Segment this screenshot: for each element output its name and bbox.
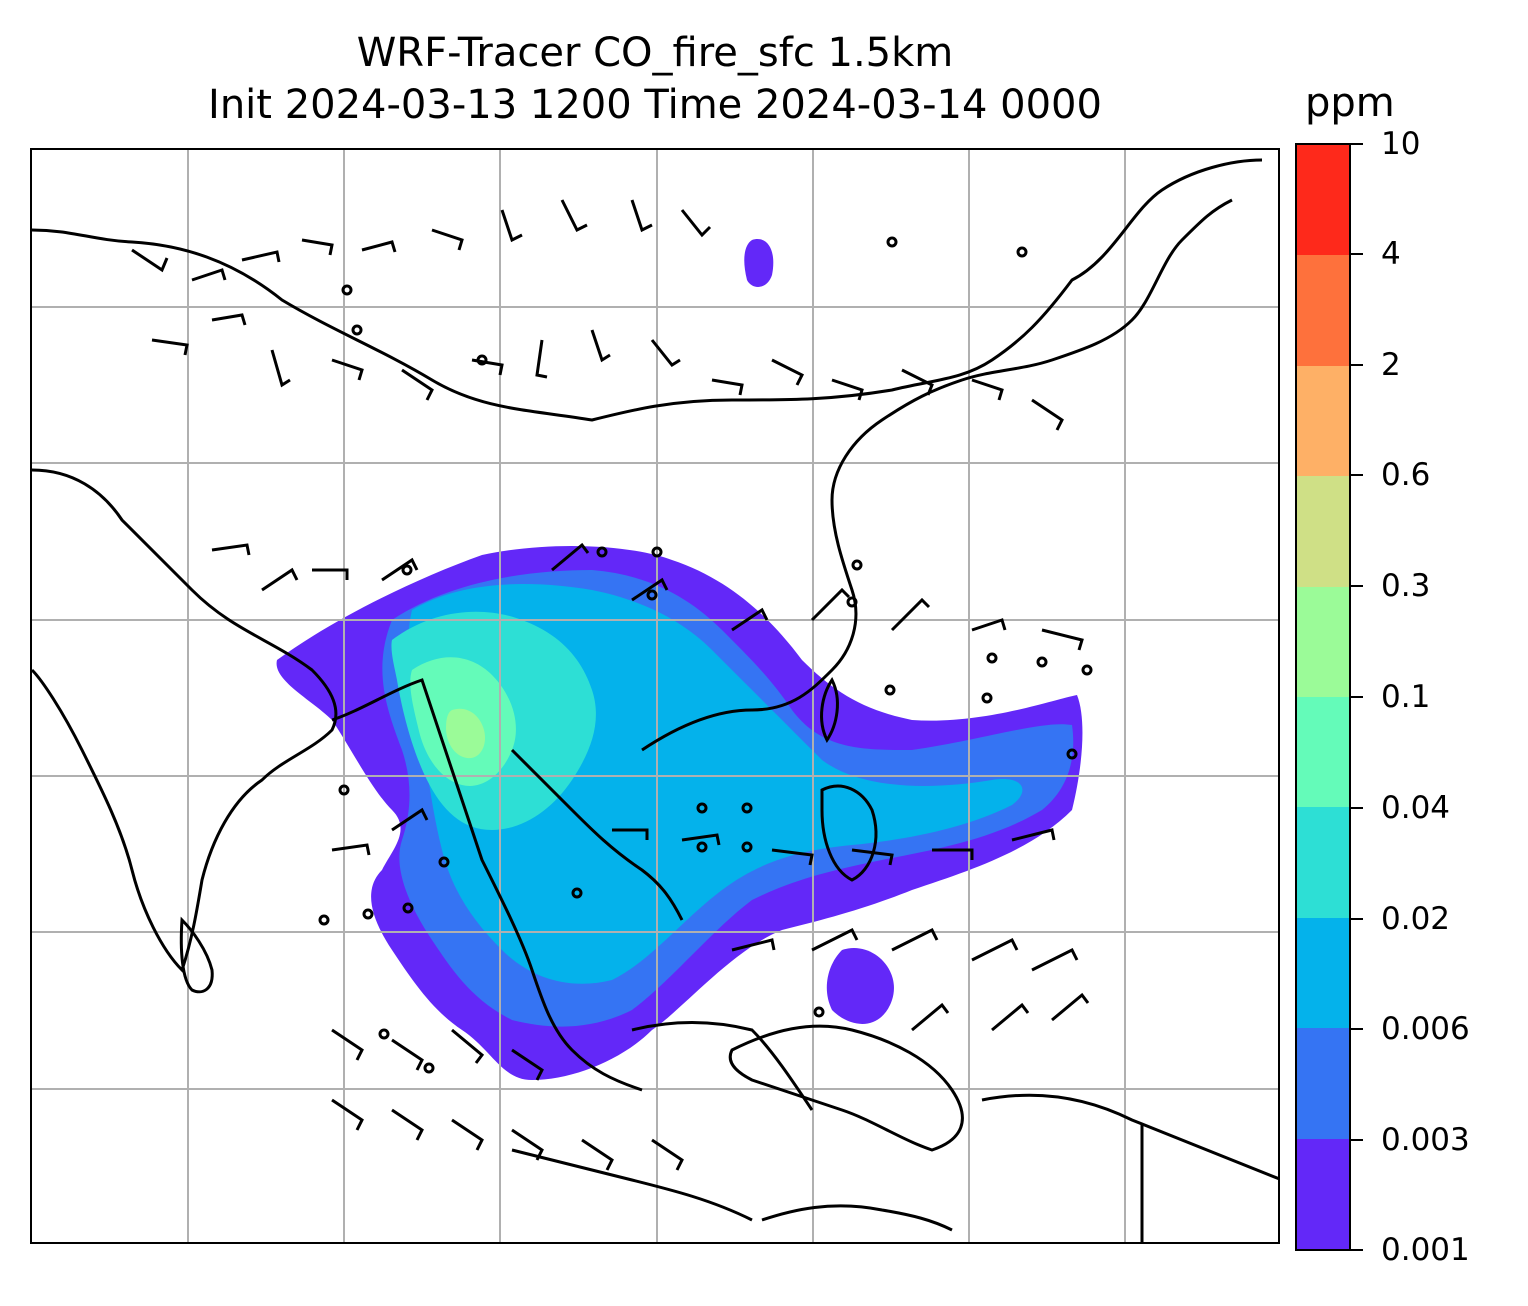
map-title-line-1: WRF-Tracer CO_fire_sfc 1.5km <box>356 30 954 76</box>
colorbar-tick-label: 0.02 <box>1381 900 1451 937</box>
colorbar-tick-label: 0.003 <box>1381 1122 1470 1159</box>
wind-barbs <box>131 199 1093 1171</box>
map-canvas <box>32 150 1278 1242</box>
colorbar-segment <box>1297 255 1349 366</box>
colorbar-tick-label: 2 <box>1381 346 1401 383</box>
colorbar-tick-label: 4 <box>1381 235 1401 272</box>
coastlines <box>32 158 1278 1242</box>
colorbar-tick-mark <box>1351 696 1363 698</box>
colorbar-segment <box>1297 917 1349 1029</box>
colorbar-tick-mark <box>1351 1139 1363 1142</box>
colorbar-segment <box>1297 365 1349 477</box>
colorbar-tick-label: 10 <box>1381 126 1421 162</box>
colorbar-tick-label: 0.006 <box>1381 1011 1470 1048</box>
colorbar-tick-mark <box>1351 585 1363 588</box>
graticule <box>32 150 1278 1242</box>
colorbar-segment <box>1297 807 1349 918</box>
colorbar-tick-label: 0.3 <box>1381 568 1431 605</box>
colorbar-tick-label: 0.001 <box>1381 1232 1470 1268</box>
colorbar-tick-mark <box>1351 363 1363 366</box>
colorbar-tick-mark <box>1351 1249 1363 1251</box>
colorbar-tick-mark <box>1351 252 1363 255</box>
map-panel <box>30 148 1280 1244</box>
colorbar-tick-label: 0.1 <box>1381 679 1431 715</box>
colorbar-tick-labels: 0.001 0.003 0.006 0.02 0.04 0.1 0.3 0.6 2 4 10 <box>1351 126 1521 1268</box>
tracer-plume <box>276 239 1083 1080</box>
colorbar-tick-label: 0.04 <box>1381 789 1451 826</box>
colorbar-tick-label: 0.6 <box>1381 457 1431 494</box>
plume-level-6 <box>446 708 486 759</box>
colorbar-segment <box>1297 586 1349 697</box>
colorbar-segments <box>1297 145 1349 1249</box>
map-title-line-2: Init 2024-03-13 1200 Time 2024-03-14 000… <box>208 82 1102 128</box>
colorbar-tick-mark <box>1351 143 1363 145</box>
colorbar-segment <box>1297 476 1349 587</box>
plume-level-1c <box>744 239 774 287</box>
plume-level-1b <box>826 948 894 1024</box>
colorbar-unit-label: ppm <box>1305 80 1395 126</box>
colorbar <box>1295 143 1351 1251</box>
colorbar-segment <box>1297 1028 1349 1139</box>
colorbar-segment <box>1297 1138 1349 1249</box>
colorbar-tick-mark <box>1351 474 1363 477</box>
colorbar-tick-mark <box>1351 917 1363 920</box>
colorbar-segment <box>1297 696 1349 808</box>
colorbar-tick-mark <box>1351 806 1363 809</box>
colorbar-tick-mark <box>1351 1028 1363 1031</box>
colorbar-segment <box>1297 145 1349 256</box>
